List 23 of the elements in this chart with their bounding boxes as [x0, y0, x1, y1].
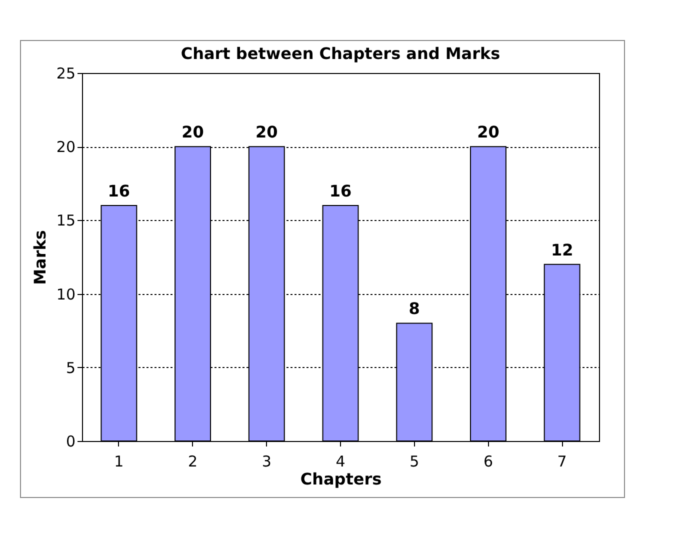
data-label: 20 — [182, 122, 204, 142]
y-tick-label: 15 — [56, 212, 76, 230]
data-label: 20 — [256, 122, 278, 142]
x-tick-label: 2 — [188, 452, 198, 470]
data-label: 8 — [408, 299, 420, 318]
data-label: 16 — [108, 181, 130, 200]
x-tick-label: 3 — [262, 452, 272, 470]
y-tick-label: 5 — [66, 358, 76, 377]
x-tick-label: 7 — [557, 452, 567, 470]
y-tick-label: 25 — [56, 64, 76, 82]
data-label: 16 — [329, 181, 352, 200]
chart-title: Chart between Chapters and Marks — [180, 44, 500, 63]
x-axis-title: Chapters — [300, 470, 382, 488]
y-tick-label: 20 — [56, 138, 76, 156]
x-tick-label: 1 — [114, 452, 124, 470]
y-tick-label: 10 — [56, 285, 76, 304]
y-tick-label: 0 — [66, 432, 76, 450]
y-axis-title: Marks — [30, 230, 50, 285]
x-tick-label: 4 — [336, 452, 346, 470]
x-tick-label: 6 — [483, 452, 493, 470]
x-tick-label: 5 — [410, 452, 420, 470]
data-label: 12 — [550, 240, 574, 260]
data-label: 20 — [477, 122, 500, 142]
